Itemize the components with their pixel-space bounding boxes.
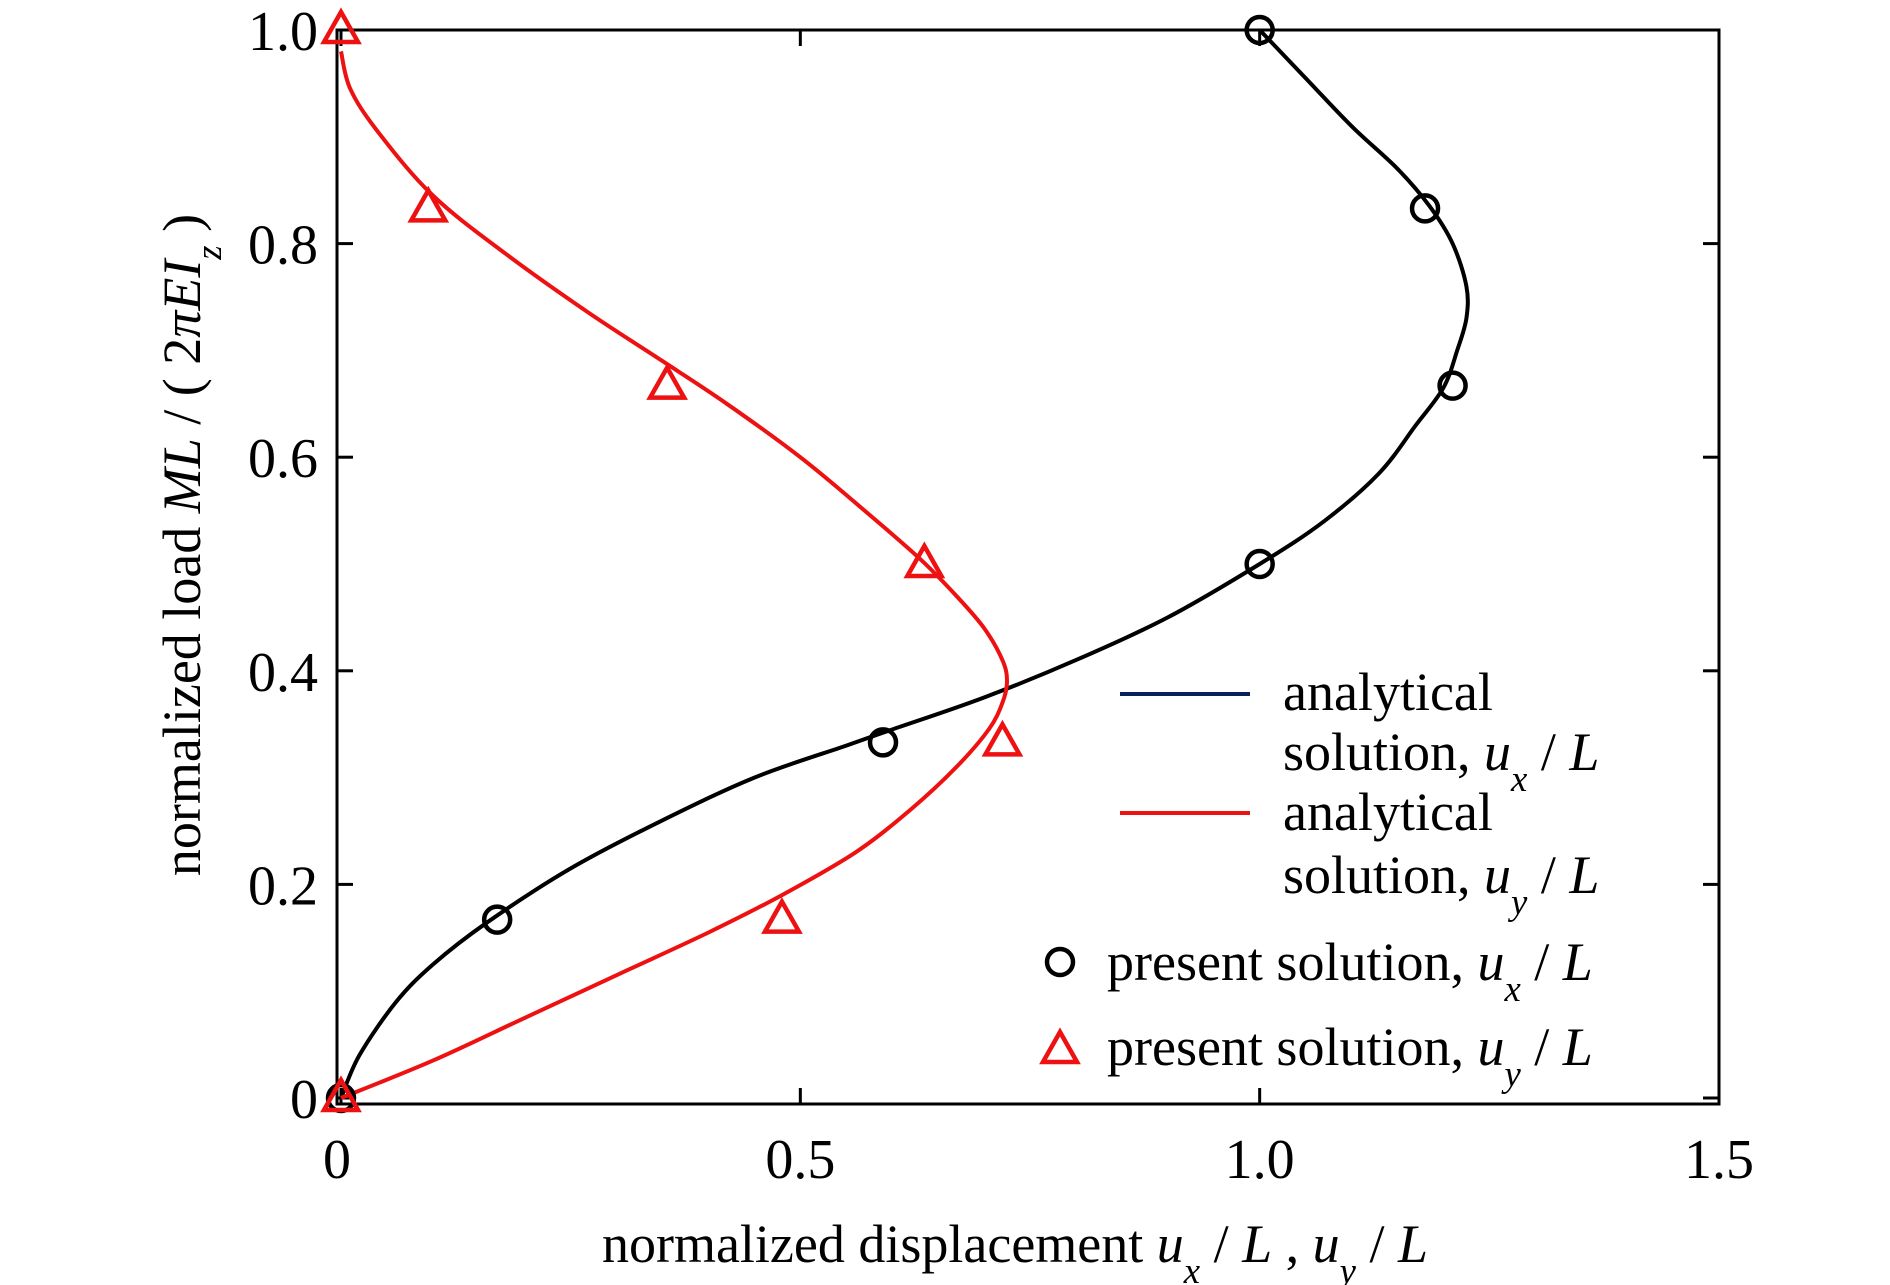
axis-ticks: 0 0.5 1.0 1.5 0 0.2 0.4 0.6 0.8 1.0	[248, 1, 1754, 1191]
triangle-marker	[903, 541, 946, 579]
x-axis-title-part: u	[1157, 1214, 1184, 1274]
legend-swatch-present-uy	[1039, 1027, 1081, 1065]
x-axis-title-part: u	[1313, 1214, 1340, 1274]
x-axis-title-part: x	[1183, 1250, 1201, 1285]
legend-swatch-present-ux	[1044, 946, 1076, 978]
x-axis-title-part: L	[1397, 1214, 1428, 1274]
legend-label-present-ux: present solution, ux / L	[1107, 932, 1593, 1009]
legend-label-analytical-uy-line2-part: u	[1484, 845, 1511, 905]
triangle-marker	[320, 7, 362, 45]
legend-label-analytical-ux-line2-part: /	[1527, 722, 1569, 782]
legend-label-present-ux-part: present solution,	[1107, 932, 1477, 992]
legend-label-analytical-uy-line2-part: y	[1507, 881, 1528, 922]
y-tick-label: 0.8	[248, 215, 318, 277]
legend-label-analytical-uy-line2: solution, uy / L	[1283, 845, 1599, 922]
legend-label-present-ux-part: /	[1521, 932, 1563, 992]
series-markers	[320, 7, 1468, 1114]
legend-label-present-ux-part: u	[1477, 932, 1504, 992]
y-axis-title-part: / ( 2	[152, 338, 212, 439]
y-tick-label: 0	[290, 1069, 318, 1131]
series-line-1	[339, 50, 1010, 1100]
triangle-marker	[407, 185, 450, 223]
triangle-marker	[981, 719, 1024, 757]
legend-label-analytical-ux-line2-part: u	[1484, 722, 1511, 782]
triangle-marker	[761, 897, 803, 934]
axis-titles: normalized displacement ux / L , uy / Ln…	[152, 214, 1428, 1285]
circle-marker	[1437, 370, 1468, 401]
legend-label-present-uy-part: present solution,	[1107, 1017, 1477, 1077]
legend-label-analytical-ux-line2-part: L	[1568, 722, 1599, 782]
x-tick-label: 1.5	[1684, 1129, 1754, 1191]
y-tick-label: 0.6	[248, 428, 318, 490]
legend-label-present-ux-part: L	[1562, 932, 1593, 992]
legend-label-analytical-uy-line2-part: solution,	[1283, 845, 1484, 905]
y-tick-label: 0.2	[248, 855, 318, 917]
legend-label-analytical-uy-line2-part: /	[1527, 845, 1569, 905]
legend-label-present-uy-part: y	[1500, 1053, 1521, 1094]
y-tick-label: 1.0	[248, 1, 318, 63]
legend-label-analytical-uy-line1-part: analytical	[1283, 782, 1493, 842]
legend-label-analytical-uy-line1: analytical	[1283, 782, 1493, 842]
x-axis-title-part: y	[1336, 1250, 1357, 1285]
x-axis-title-part: L	[1241, 1214, 1272, 1274]
x-tick-label: 1.0	[1225, 1129, 1295, 1191]
legend-label-present-uy: present solution, uy / L	[1107, 1017, 1593, 1094]
circle-marker	[867, 727, 899, 758]
series-line-0	[339, 28, 1470, 1099]
plot-frame	[335, 28, 1721, 1106]
legend-label-analytical-ux-line1: analytical	[1283, 662, 1493, 722]
y-axis-title-part: normalized load	[152, 513, 212, 876]
legend-label-analytical-ux-line1-part: analytical	[1283, 662, 1493, 722]
x-tick-label: 0	[323, 1129, 351, 1191]
legend-label-analytical-ux-line2: solution, ux / L	[1283, 722, 1599, 799]
circle-marker	[1244, 14, 1275, 46]
circle-marker	[481, 904, 513, 935]
x-axis-title: normalized displacement ux / L , uy / L	[602, 1214, 1428, 1285]
circle-marker	[1244, 548, 1275, 580]
x-axis-title-part: ,	[1272, 1214, 1313, 1274]
legend-label-analytical-ux-line2-part: x	[1510, 758, 1528, 799]
y-axis-title-part: )	[152, 214, 212, 245]
x-axis-title-part: /	[1200, 1214, 1242, 1274]
triangle-marker	[646, 363, 688, 400]
y-axis-title-part: ML	[152, 438, 212, 514]
y-axis-title-part: z	[188, 245, 229, 260]
series-lines	[339, 28, 1470, 1100]
legend-label-analytical-uy-line2-part: L	[1568, 845, 1599, 905]
legend-label-present-uy-part: L	[1562, 1017, 1593, 1077]
x-axis-title-part: normalized displacement	[602, 1214, 1157, 1274]
circle-marker	[1409, 193, 1441, 224]
legend-label-present-uy-part: /	[1521, 1017, 1563, 1077]
x-tick-label: 0.5	[765, 1129, 835, 1191]
legend-label-present-uy-part: u	[1477, 1017, 1504, 1077]
x-axis-title-part: /	[1356, 1214, 1398, 1274]
triangle-marker	[320, 1075, 362, 1113]
legend-label-present-ux-part: x	[1503, 968, 1521, 1009]
y-axis-title: normalized load ML / ( 2πEIz )	[152, 214, 229, 876]
y-axis-title-part: πEI	[152, 257, 212, 338]
y-tick-label: 0.4	[248, 642, 318, 704]
legend-label-analytical-ux-line2-part: solution,	[1283, 722, 1484, 782]
